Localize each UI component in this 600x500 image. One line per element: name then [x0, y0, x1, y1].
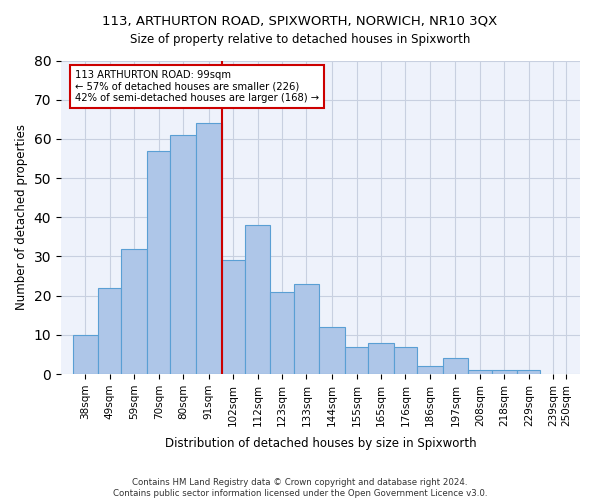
Bar — [121, 248, 147, 374]
Bar — [417, 366, 443, 374]
Bar — [368, 342, 394, 374]
Bar — [73, 335, 98, 374]
Bar — [221, 260, 245, 374]
Bar — [196, 123, 221, 374]
Bar — [345, 346, 368, 374]
Bar — [468, 370, 491, 374]
Y-axis label: Number of detached properties: Number of detached properties — [15, 124, 28, 310]
Bar — [491, 370, 517, 374]
Text: Size of property relative to detached houses in Spixworth: Size of property relative to detached ho… — [130, 32, 470, 46]
Bar — [394, 346, 417, 374]
Bar — [293, 284, 319, 374]
Bar — [98, 288, 121, 374]
Bar — [147, 150, 170, 374]
Text: Contains HM Land Registry data © Crown copyright and database right 2024.
Contai: Contains HM Land Registry data © Crown c… — [113, 478, 487, 498]
Text: 113 ARTHURTON ROAD: 99sqm
← 57% of detached houses are smaller (226)
42% of semi: 113 ARTHURTON ROAD: 99sqm ← 57% of detac… — [75, 70, 319, 104]
Bar — [517, 370, 541, 374]
Text: 113, ARTHURTON ROAD, SPIXWORTH, NORWICH, NR10 3QX: 113, ARTHURTON ROAD, SPIXWORTH, NORWICH,… — [103, 15, 497, 28]
Bar — [443, 358, 468, 374]
Bar — [245, 225, 271, 374]
Bar — [271, 292, 293, 374]
Bar — [170, 135, 196, 374]
X-axis label: Distribution of detached houses by size in Spixworth: Distribution of detached houses by size … — [164, 437, 476, 450]
Bar — [319, 327, 345, 374]
